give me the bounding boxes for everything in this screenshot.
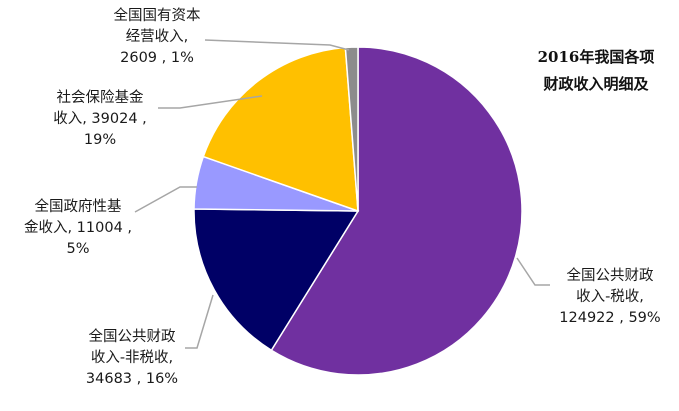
data-label-3: 全国政府性基金收入, 11004 , 5%	[24, 197, 132, 257]
pie-slice-1	[270, 46, 523, 376]
leader-line-2	[185, 294, 214, 349]
data-label-5: 全国国有资本经营收入, 2609 , 1%	[114, 6, 201, 66]
data-label-4: 社会保险基金收入, 39024 , 19%	[53, 89, 147, 148]
leader-line-3	[134, 186, 197, 213]
data-label-1: 全国公共财政收入-税收, 124922 , 59%	[559, 266, 660, 326]
pie-slice-4	[202, 46, 359, 213]
leader-line-4	[158, 95, 263, 109]
data-label-2: 全国公共财政收入-非税收, 34683 , 16%	[86, 327, 178, 387]
leader-lines	[134, 39, 550, 349]
pie-slices	[193, 46, 523, 376]
pie-slice-2	[193, 208, 360, 352]
pie-slice-5	[344, 46, 359, 212]
chart-title: 2016年我国各项财政收入明细及	[538, 48, 655, 93]
chart-title-text: 2016年我国各项财政收入明细及	[538, 48, 655, 93]
leader-line-5	[204, 39, 350, 51]
leader-line-1	[516, 257, 550, 286]
data-labels: 全国公共财政收入-税收, 124922 , 59% 全国公共财政收入-非税收, 346…	[24, 6, 661, 387]
